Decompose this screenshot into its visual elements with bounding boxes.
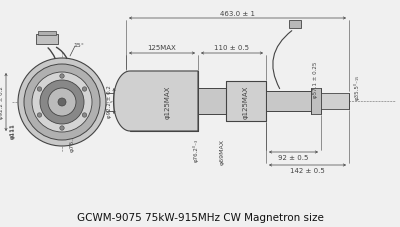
Text: 110 ± 0.5: 110 ± 0.5 xyxy=(214,45,250,51)
Text: 463.0 ± 1: 463.0 ± 1 xyxy=(220,10,255,16)
Circle shape xyxy=(40,81,84,124)
Polygon shape xyxy=(114,72,198,131)
Text: 92 ± 0.5: 92 ± 0.5 xyxy=(278,155,309,161)
Bar xyxy=(226,82,266,121)
Bar xyxy=(198,89,226,114)
Circle shape xyxy=(18,59,106,146)
Text: φ125MAX: φ125MAX xyxy=(243,85,249,118)
Text: φ111: φ111 xyxy=(10,123,16,138)
Bar xyxy=(266,92,311,111)
Circle shape xyxy=(37,113,42,118)
Bar xyxy=(311,89,321,114)
Bar xyxy=(289,21,301,29)
Text: φ57.1 ± 0.25: φ57.1 ± 0.25 xyxy=(314,61,318,98)
Circle shape xyxy=(24,65,100,140)
Text: φ92.2 ± 0.2: φ92.2 ± 0.2 xyxy=(0,86,4,119)
Circle shape xyxy=(60,126,64,131)
Circle shape xyxy=(82,87,87,92)
Text: φ76.2: φ76.2 xyxy=(70,133,74,151)
Text: 15°: 15° xyxy=(73,43,84,48)
Text: φ76.2⁰₋₃: φ76.2⁰₋₃ xyxy=(193,138,199,162)
Text: GCWM-9075 75kW-915MHz CW Magnetron size: GCWM-9075 75kW-915MHz CW Magnetron size xyxy=(76,212,324,222)
Bar xyxy=(36,35,58,45)
Text: 142 ± 0.5: 142 ± 0.5 xyxy=(290,168,325,174)
Text: φ92.2 ± 0.2: φ92.2 ± 0.2 xyxy=(107,85,112,118)
Circle shape xyxy=(37,87,42,92)
Circle shape xyxy=(82,113,87,118)
Circle shape xyxy=(58,99,66,106)
Text: 125MAX: 125MAX xyxy=(148,45,176,51)
Text: φ69MAX: φ69MAX xyxy=(220,138,224,164)
Text: φ35.5⁰₋₁₅: φ35.5⁰₋₁₅ xyxy=(354,74,360,100)
Circle shape xyxy=(32,73,92,132)
Text: φ125MAX: φ125MAX xyxy=(165,85,171,118)
Bar xyxy=(321,94,349,109)
Text: φ111: φ111 xyxy=(10,123,14,138)
Circle shape xyxy=(60,74,64,79)
Circle shape xyxy=(48,89,76,116)
Bar xyxy=(38,32,56,36)
